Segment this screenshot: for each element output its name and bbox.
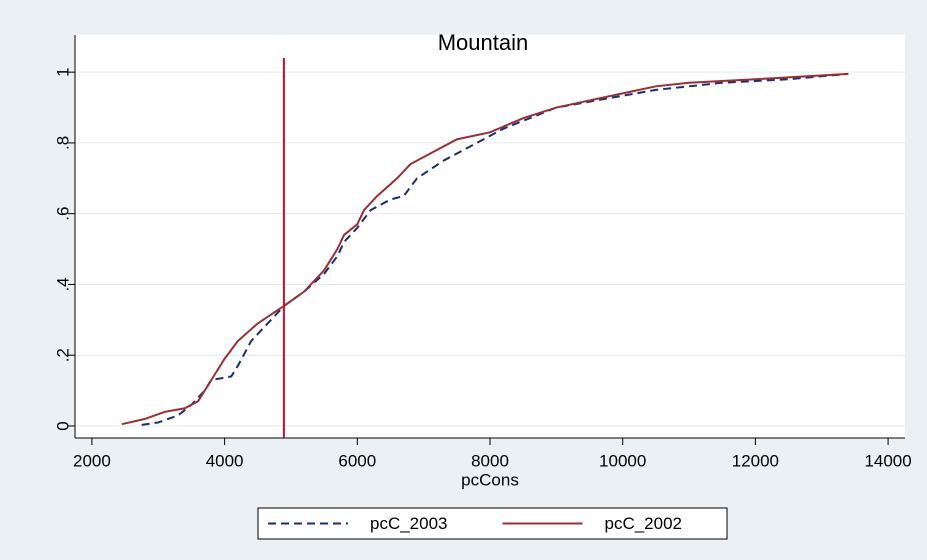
x-tick-label: 14000 [864, 451, 911, 470]
x-tick-label: 4000 [206, 451, 244, 470]
x-tick-label: 12000 [732, 451, 779, 470]
y-tick-label: 1 [53, 67, 72, 76]
chart-title: Mountain [438, 30, 529, 55]
x-tick-label: 6000 [338, 451, 376, 470]
y-tick-label: .2 [53, 348, 72, 362]
legend-label: pcC_2002 [605, 514, 683, 533]
plot-area [75, 35, 905, 438]
x-tick-label: 10000 [599, 451, 646, 470]
y-tick-label: 0 [53, 421, 72, 430]
x-tick-label: 2000 [73, 451, 111, 470]
y-tick-label: .4 [53, 277, 72, 291]
series-line [121, 72, 849, 426]
x-axis-label: pcCons [461, 470, 519, 489]
legend-label: pcC_2003 [370, 514, 448, 533]
y-tick-label: .8 [53, 136, 72, 150]
y-tick-label: .6 [53, 207, 72, 221]
x-tick-label: 8000 [471, 451, 509, 470]
